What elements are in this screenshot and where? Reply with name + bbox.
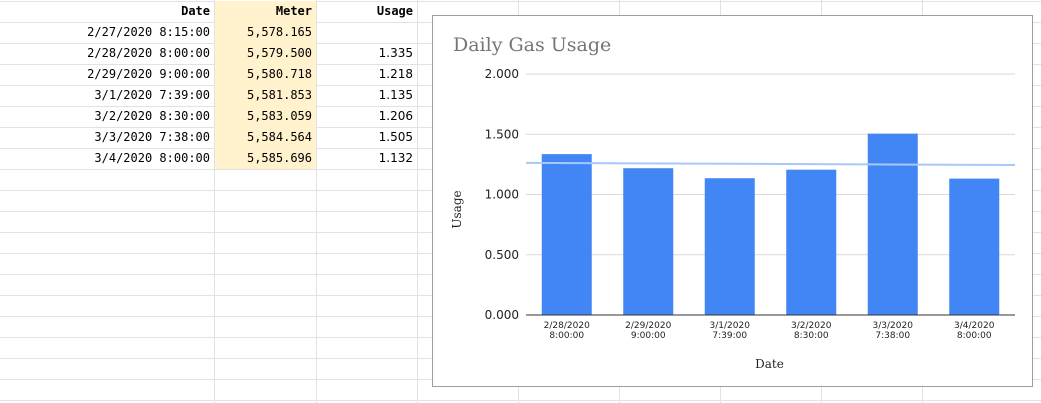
usage-cell[interactable]: 1.335 — [378, 46, 413, 60]
x-axis-label: Date — [755, 357, 784, 371]
x-tick-label: 8:00:00 — [549, 331, 584, 341]
trendline — [525, 161, 1016, 166]
bar — [949, 178, 1000, 315]
bar — [541, 154, 592, 315]
date-cell[interactable]: 3/3/2020 7:38:00 — [94, 130, 210, 144]
chart-title: Daily Gas Usage — [453, 34, 612, 56]
date-column-header[interactable]: Date — [181, 4, 210, 18]
x-tick-label: 8:30:00 — [794, 331, 829, 341]
date-cell[interactable]: 3/4/2020 8:00:00 — [94, 151, 210, 165]
meter-cell[interactable]: 5,579.500 — [215, 43, 316, 64]
date-cell[interactable]: 2/29/2020 9:00:00 — [87, 67, 210, 81]
x-tick-label: 3/3/2020 — [873, 321, 914, 331]
date-cell[interactable]: 3/1/2020 7:39:00 — [94, 88, 210, 102]
x-tick-label: 7:39:00 — [712, 331, 747, 341]
bar — [786, 169, 837, 315]
y-tick-label: 1.500 — [485, 127, 519, 141]
date-cell[interactable]: 3/2/2020 8:30:00 — [94, 109, 210, 123]
bar — [867, 133, 918, 315]
bar — [623, 168, 674, 315]
usage-cell[interactable]: 1.505 — [378, 130, 413, 144]
date-cell[interactable]: 2/27/2020 8:15:00 — [87, 25, 210, 39]
meter-cell[interactable]: 5,578.165 — [215, 22, 316, 43]
usage-cell[interactable]: 1.135 — [378, 88, 413, 102]
bar — [704, 178, 755, 315]
x-tick-label: 3/2/2020 — [791, 321, 832, 331]
usage-cell[interactable] — [317, 22, 417, 43]
y-tick-label: 0.000 — [485, 308, 519, 322]
x-tick-label: 2/28/2020 — [544, 321, 590, 331]
meter-column-header[interactable]: Meter — [215, 1, 316, 22]
y-tick-label: 0.500 — [485, 248, 519, 262]
meter-cell[interactable]: 5,581.853 — [215, 85, 316, 106]
y-tick-label: 1.000 — [485, 188, 519, 202]
y-axis-label: Usage — [450, 190, 464, 228]
bar-chart: 0.0000.5001.0001.5002.0002/28/20208:00:0… — [450, 67, 1016, 371]
chart-container[interactable]: Daily Gas Usage 0.000 0.500 1.000 1.500 2.00… — [432, 15, 1033, 387]
date-cell[interactable]: 2/28/2020 8:00:00 — [87, 46, 210, 60]
x-tick-label: 3/1/2020 — [710, 321, 751, 331]
x-tick-label: 8:00:00 — [957, 331, 992, 341]
usage-cell[interactable]: 1.218 — [378, 67, 413, 81]
meter-cell[interactable]: 5,583.059 — [215, 106, 316, 127]
y-tick-label: 2.000 — [485, 67, 519, 81]
x-tick-label: 7:38:00 — [875, 331, 910, 341]
x-tick-label: 2/29/2020 — [625, 321, 671, 331]
meter-cell[interactable]: 5,585.696 — [215, 148, 316, 169]
meter-cell[interactable]: 5,584.564 — [215, 127, 316, 148]
usage-cell[interactable]: 1.132 — [378, 151, 413, 165]
x-tick-label: 3/4/2020 — [954, 321, 995, 331]
x-tick-label: 9:00:00 — [631, 331, 666, 341]
meter-cell[interactable]: 5,580.718 — [215, 64, 316, 85]
usage-cell[interactable]: 1.206 — [378, 109, 413, 123]
usage-column-header[interactable]: Usage — [376, 4, 413, 18]
